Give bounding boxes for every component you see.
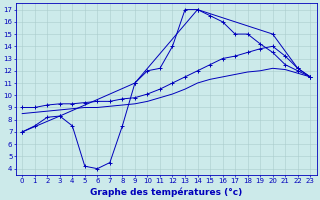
- X-axis label: Graphe des températures (°c): Graphe des températures (°c): [90, 187, 242, 197]
